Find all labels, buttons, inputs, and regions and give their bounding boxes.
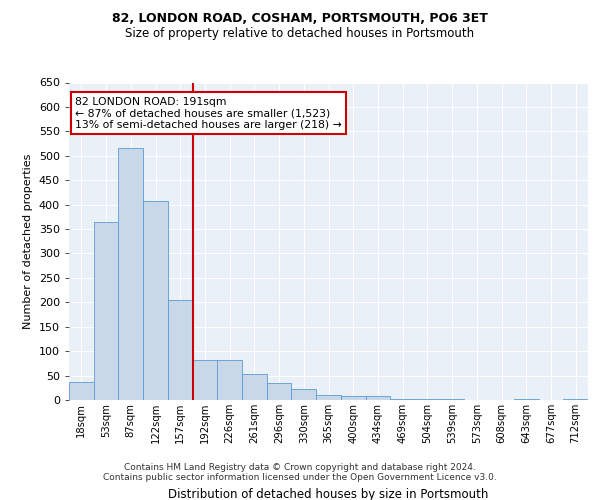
- Bar: [94, 222, 118, 400]
- Bar: [242, 374, 267, 400]
- X-axis label: Distribution of detached houses by size in Portsmouth: Distribution of detached houses by size …: [169, 488, 488, 500]
- Bar: [563, 398, 588, 400]
- Bar: [316, 394, 341, 400]
- Bar: [168, 300, 193, 400]
- Text: 82, LONDON ROAD, COSHAM, PORTSMOUTH, PO6 3ET: 82, LONDON ROAD, COSHAM, PORTSMOUTH, PO6…: [112, 12, 488, 26]
- Bar: [440, 399, 464, 400]
- Bar: [143, 200, 168, 400]
- Bar: [118, 148, 143, 400]
- Bar: [217, 360, 242, 400]
- Text: Contains HM Land Registry data © Crown copyright and database right 2024.
Contai: Contains HM Land Registry data © Crown c…: [103, 462, 497, 482]
- Bar: [514, 398, 539, 400]
- Text: 82 LONDON ROAD: 191sqm
← 87% of detached houses are smaller (1,523)
13% of semi-: 82 LONDON ROAD: 191sqm ← 87% of detached…: [75, 97, 342, 130]
- Y-axis label: Number of detached properties: Number of detached properties: [23, 154, 33, 329]
- Bar: [267, 383, 292, 400]
- Text: Size of property relative to detached houses in Portsmouth: Size of property relative to detached ho…: [125, 28, 475, 40]
- Bar: [390, 398, 415, 400]
- Bar: [193, 360, 217, 400]
- Bar: [365, 396, 390, 400]
- Bar: [415, 398, 440, 400]
- Bar: [292, 390, 316, 400]
- Bar: [69, 382, 94, 400]
- Bar: [341, 396, 365, 400]
